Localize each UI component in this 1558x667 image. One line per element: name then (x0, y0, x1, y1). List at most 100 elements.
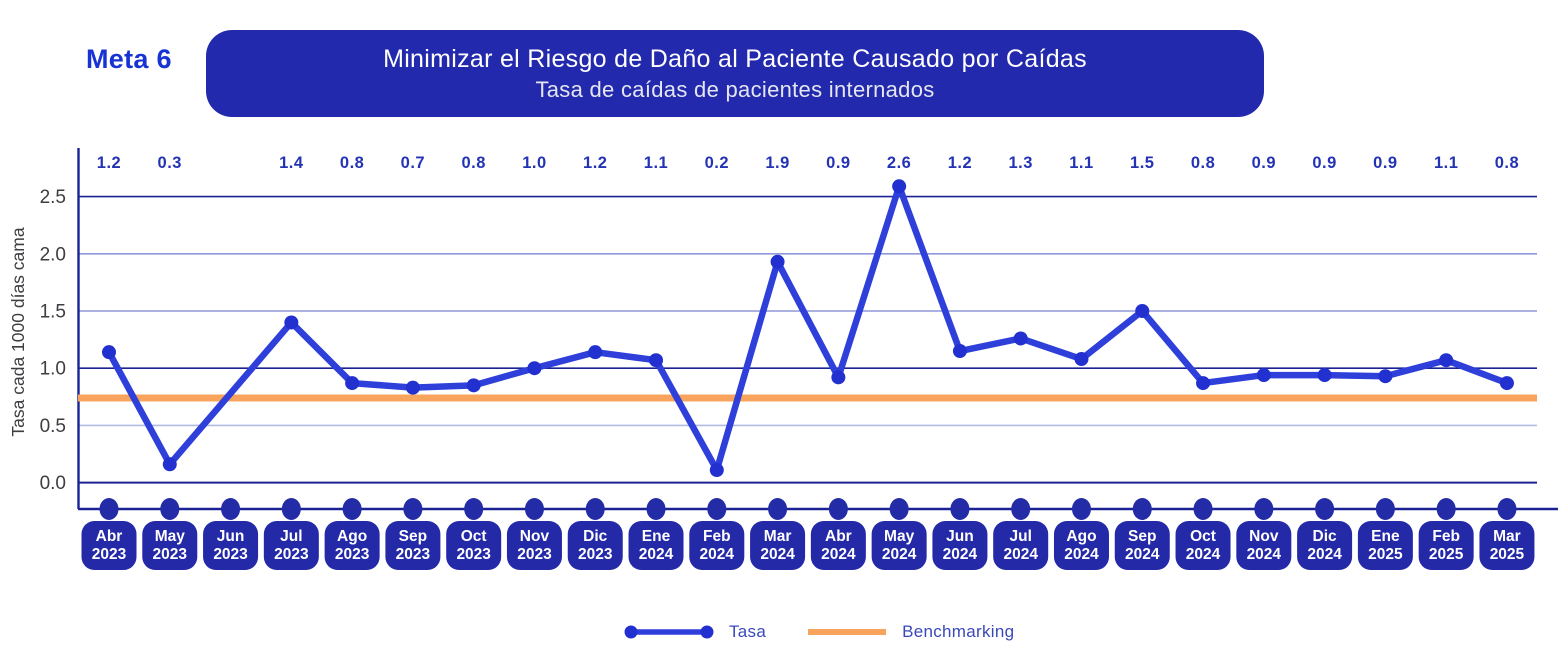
x-axis-dot (1193, 498, 1213, 520)
x-axis-month-pill (1053, 521, 1109, 570)
data-label: 0.8 (340, 154, 364, 172)
data-label: 0.9 (1373, 154, 1397, 172)
x-axis-year-label: 2024 (1064, 546, 1099, 563)
chart-subtitle: Tasa de caídas de pacientes internados (535, 76, 935, 102)
data-label: 2.6 (887, 154, 911, 172)
data-label: 1.2 (97, 154, 121, 172)
x-axis-month-pill (81, 521, 137, 570)
x-axis-month-label: Mar (1493, 528, 1521, 545)
tasa-point (1378, 369, 1393, 384)
data-label: 1.4 (279, 154, 304, 172)
x-axis-month-label: Feb (703, 528, 731, 545)
x-axis-year-label: 2025 (1368, 546, 1403, 563)
benchmarking-line-icon (808, 629, 887, 635)
x-axis-dot (828, 498, 848, 520)
x-axis-month-label: Abr (96, 528, 123, 545)
x-axis-month-pill (1236, 521, 1292, 570)
x-axis-year-label: 2024 (1003, 546, 1038, 563)
y-tick-label: 0.0 (40, 473, 66, 494)
x-axis-dot (1011, 498, 1031, 520)
x-axis-year-label: 2024 (639, 546, 674, 563)
x-axis-dot (585, 498, 605, 520)
x-axis-year-label: 2024 (1186, 546, 1221, 563)
y-tick-label: 1.5 (40, 302, 66, 323)
tasa-point (649, 353, 664, 368)
data-label: 0.8 (461, 154, 485, 172)
meta-goal-label: Meta 6 (86, 44, 172, 74)
y-tick-label: 2.5 (40, 187, 66, 208)
x-axis-year-label: 2024 (1125, 546, 1160, 563)
data-label: 0.2 (705, 154, 729, 172)
x-axis-dot (707, 498, 727, 520)
data-label: 1.5 (1130, 154, 1154, 172)
x-axis-month-pill (1357, 521, 1413, 570)
data-label: 1.9 (765, 154, 789, 172)
y-tick-label: 2.0 (40, 244, 66, 265)
falls-rate-chart: 0.0 0.5 1.0 1.5 2.0 2.5 Tasa cada 1000 días ca… (8, 148, 1558, 570)
x-axis-dot (281, 498, 301, 520)
x-axis-month-label: Dic (583, 528, 608, 545)
x-axis-year-label: 2024 (943, 546, 978, 563)
x-axis-dot (403, 498, 423, 520)
chart-title: Minimizar el Riesgo de Daño al Paciente … (383, 44, 1087, 73)
tasa-point (1013, 331, 1028, 346)
tasa-point (284, 315, 299, 330)
x-axis-month-pill (689, 521, 745, 570)
x-axis-dot (1436, 498, 1456, 520)
x-axis-dot (950, 498, 970, 520)
x-axis-year-label: 2023 (274, 546, 309, 563)
data-label: 1.3 (1008, 154, 1032, 172)
tasa-point (1256, 368, 1271, 383)
x-axis-month-pill (263, 521, 319, 570)
x-axis-month-label: Jun (946, 528, 974, 545)
tasa-point (588, 345, 603, 360)
x-axis-year-label: 2025 (1429, 546, 1464, 563)
x-axis-dot (1254, 498, 1274, 520)
x-axis-month-label: Ago (337, 528, 367, 545)
x-axis-year-label: 2023 (335, 546, 370, 563)
x-axis-year-label: 2025 (1490, 546, 1525, 563)
title-banner: Minimizar el Riesgo de Daño al Paciente … (206, 30, 1264, 117)
x-axis-year-label: 2024 (821, 546, 856, 563)
x-axis-month-pill (871, 521, 927, 570)
x-axis-month-label: Mar (764, 528, 792, 545)
tasa-point (405, 380, 420, 395)
x-axis-month-pill (1418, 521, 1474, 570)
y-tick-label: 0.5 (40, 416, 66, 437)
data-label: 0.9 (1312, 154, 1336, 172)
x-axis-dot (1315, 498, 1335, 520)
data-label: 0.9 (1252, 154, 1276, 172)
x-axis-month-label: Ene (1371, 528, 1400, 545)
tasa-point (1499, 376, 1514, 391)
x-axis-month-pill (446, 521, 502, 570)
x-axis-year-label: 2024 (760, 546, 795, 563)
tasa-point (466, 378, 481, 393)
x-axis-dot (99, 498, 119, 520)
tasa-point (102, 345, 116, 360)
x-axis-dot (768, 498, 788, 520)
x-axis-year-label: 2024 (1247, 546, 1282, 563)
tasa-point (952, 344, 967, 359)
x-axis-month-label: Oct (1190, 528, 1216, 545)
x-axis-dot (524, 498, 544, 520)
x-axis-month-pill (567, 521, 623, 570)
x-axis-month-label: Ago (1066, 528, 1096, 545)
tasa-line (105, 183, 1511, 474)
tasa-point (709, 463, 724, 478)
tasa-point (1439, 353, 1454, 368)
data-label: 1.2 (583, 154, 607, 172)
x-axis-year-label: 2024 (1307, 546, 1342, 563)
x-axis-dot (221, 498, 241, 520)
data-label: 0.7 (401, 154, 425, 172)
x-axis-month-pill (1297, 521, 1353, 570)
x-axis-dot (1132, 498, 1152, 520)
x-axis-month-pill (203, 521, 259, 570)
x-axis-month-pill (993, 521, 1049, 570)
x-axis-month-pill (1479, 521, 1535, 570)
x-axis-dot (889, 498, 909, 520)
x-axis-month-label: Sep (1128, 528, 1156, 545)
x-axis-month-pill (142, 521, 198, 570)
data-label: 0.9 (826, 154, 850, 172)
x-axis-year-label: 2023 (396, 546, 431, 563)
tasa-point (345, 376, 360, 391)
